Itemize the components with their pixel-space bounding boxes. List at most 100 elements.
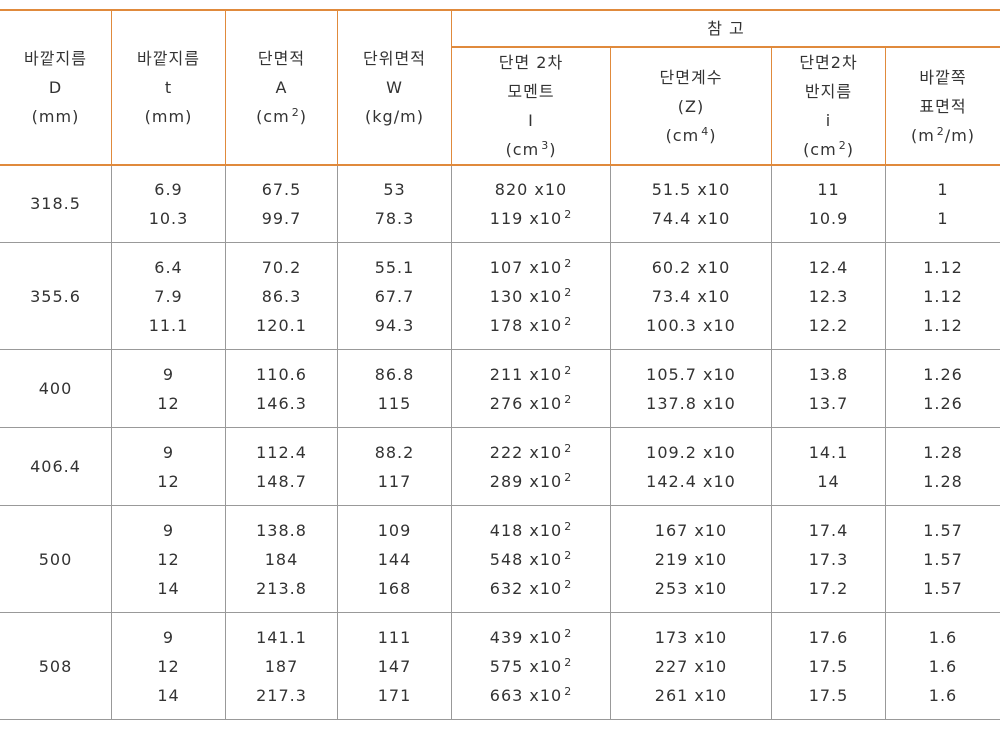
header-text: 단위면적 <box>363 49 426 68</box>
cell-text: 17.2 <box>808 578 849 598</box>
cell-text: 74.4 x10 <box>651 208 731 228</box>
cell-text: 1.57 <box>923 549 963 569</box>
cell-text: 1 <box>937 179 949 199</box>
cell-text: 17.4 <box>808 520 849 540</box>
cell-text: 575 x10 2 <box>490 652 572 681</box>
cell-text: 17.5 <box>808 656 849 676</box>
header-text-sup: 2 <box>936 124 945 138</box>
body-cell: 508 <box>0 613 112 720</box>
rule <box>0 164 1000 166</box>
body-cell: 820 x10 119 x10 2 <box>452 165 611 243</box>
cell-text-sup: 2 <box>564 441 573 455</box>
header-text-pre: (m <box>910 125 935 145</box>
cell-text: 107 x10 2 <box>490 253 572 282</box>
body-cell: 318.5 <box>0 165 112 243</box>
body-cell: 1.26 1.26 <box>886 350 1000 428</box>
cell-text: 78.3 <box>374 208 415 228</box>
rule <box>452 46 1000 48</box>
header-text: (mm) <box>144 107 193 126</box>
cell-text: 632 x10 2 <box>490 574 572 603</box>
cell-text: 318.5 <box>30 194 81 213</box>
cell-text: 1 <box>937 208 949 228</box>
cell-text: 137.8 x10 <box>646 393 736 413</box>
body-cell: 400 <box>0 350 112 428</box>
cell-text: 173 x10 <box>654 627 728 647</box>
body-cell: 138.8 184 213.8 <box>226 506 338 613</box>
cell-text-sup: 2 <box>564 207 573 221</box>
cell-text-pre: 632 x10 <box>489 578 563 598</box>
cell-text: 105.7 x10 <box>646 364 736 384</box>
cell-text: 1.12 <box>923 286 963 306</box>
body-cell: 439 x10 2 575 x10 2 663 x10 2 <box>452 613 611 720</box>
cell-text-pre: 548 x10 <box>489 549 563 569</box>
cell-text: 289 x10 2 <box>490 467 572 496</box>
cell-text: 12.2 <box>808 315 849 335</box>
cell-text: 110.6 <box>256 364 307 384</box>
body-cell: 1.57 1.57 1.57 <box>886 506 1000 613</box>
cell-text: 111 <box>377 627 412 647</box>
header-text: 표면적 <box>919 96 967 116</box>
body-cell: 67.5 99.7 <box>226 165 338 243</box>
body-cell: 1.28 1.28 <box>886 428 1000 506</box>
cell-text-pre: 663 x10 <box>489 685 563 705</box>
cell-text: 10.3 <box>148 208 189 228</box>
header-cell: 단면 2차 모멘트 I (cm 3) <box>452 47 611 165</box>
header-text: i <box>825 111 832 130</box>
cell-text-sup: 2 <box>564 577 573 591</box>
cell-text-sup: 2 <box>564 655 573 669</box>
body-cell: 355.6 <box>0 243 112 350</box>
cell-text-sup: 2 <box>564 470 573 484</box>
cell-text: 168 <box>377 578 412 598</box>
header-text-sup: 2 <box>291 106 300 119</box>
header-text: W <box>386 78 403 97</box>
header-text: 모멘트 <box>507 82 555 101</box>
header-text: 단면2차 <box>799 53 858 72</box>
header-text-pre: (cm <box>256 107 290 126</box>
cell-text: 109 <box>377 520 412 540</box>
body-cell: 9 12 14 <box>112 506 226 613</box>
cell-text: 10.9 <box>808 208 849 228</box>
header-text: D <box>48 78 63 97</box>
cell-text: 11.1 <box>148 315 189 335</box>
cell-text: 187 <box>264 656 299 676</box>
body-cell: 53 78.3 <box>338 165 452 243</box>
header-cell: 바깥지름 D (mm) <box>0 10 112 165</box>
body-cell: 9 12 14 <box>112 613 226 720</box>
header-text-post: ) <box>299 107 307 126</box>
body-cell: 211 x10 2 276 x10 2 <box>452 350 611 428</box>
cell-text: 119 x10 2 <box>490 204 572 233</box>
cell-text: 117 <box>377 471 412 491</box>
body-cell: 55.1 67.7 94.3 <box>338 243 452 350</box>
cell-text: 222 x10 2 <box>490 438 572 467</box>
body-cell: 418 x10 2 548 x10 2 632 x10 2 <box>452 506 611 613</box>
cell-text-sup: 2 <box>564 548 573 562</box>
cell-text: 217.3 <box>256 685 307 705</box>
header-text: 바깥쪽 <box>919 67 967 87</box>
cell-text: 1.26 <box>923 364 963 384</box>
cell-text: 12 <box>157 549 180 569</box>
cell-text: 227 x10 <box>654 656 728 676</box>
cell-text-sup: 2 <box>564 392 573 406</box>
header-text: (cm 2) <box>803 135 854 164</box>
cell-text: 211 x10 2 <box>490 360 572 389</box>
header-text: (mm) <box>31 107 80 126</box>
cell-text-pre: 211 x10 <box>489 364 563 384</box>
cell-text: 17.3 <box>808 549 849 569</box>
cell-text-sup: 2 <box>564 626 573 640</box>
cell-text: 500 <box>38 549 73 569</box>
header-text-pre: (cm <box>803 140 837 159</box>
header-text-sup: 3 <box>541 139 550 152</box>
cell-text: 9 <box>162 442 175 462</box>
cell-text-pre: 289 x10 <box>489 471 563 491</box>
cell-text: 115 <box>377 393 412 413</box>
header-cell: 단면계수 (Z) (cm 4) <box>611 47 772 165</box>
body-cell: 6.4 7.9 11.1 <box>112 243 226 350</box>
cell-text: 261 x10 <box>654 685 728 705</box>
cell-text: 138.8 <box>256 520 307 540</box>
header-text: 반지름 <box>804 82 853 101</box>
header-text: A <box>275 78 288 97</box>
cell-text: 53 <box>383 179 406 199</box>
body-cell: 9 12 <box>112 350 226 428</box>
cell-text-sup: 2 <box>564 285 573 299</box>
cell-text: 14 <box>157 578 180 598</box>
